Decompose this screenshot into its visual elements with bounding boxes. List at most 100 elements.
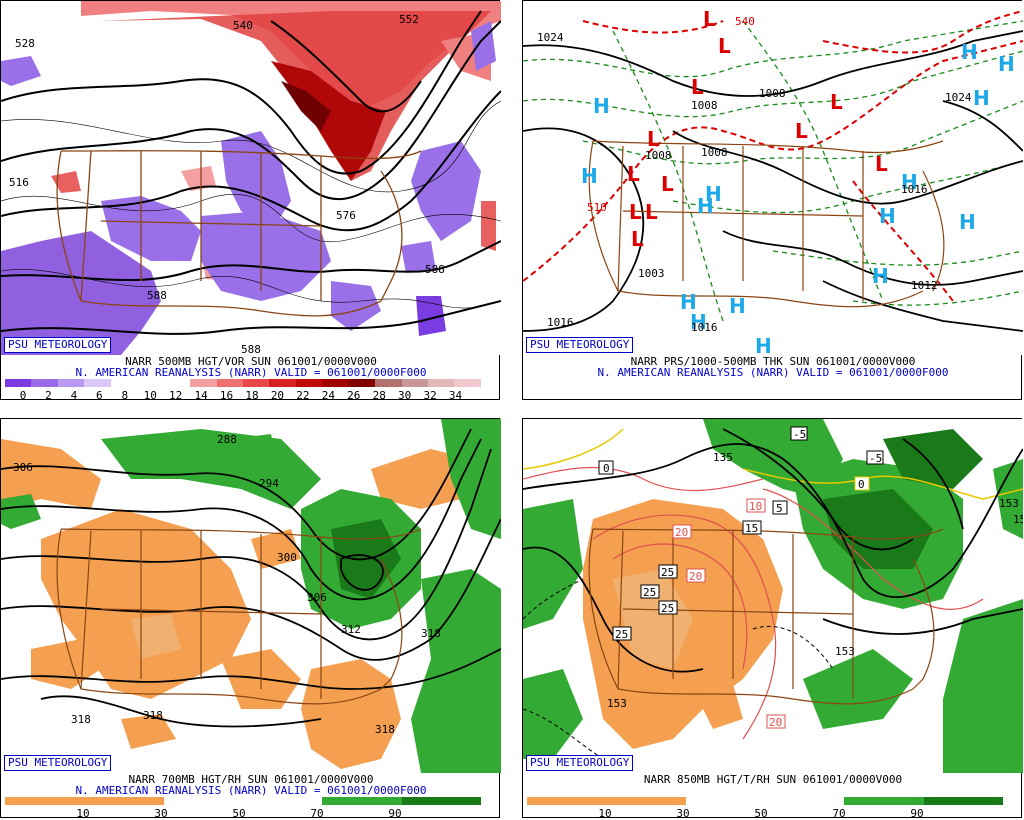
low-pressure-symbol: L (830, 90, 843, 114)
p2-contour-label: 1016 (547, 316, 574, 329)
p2-contour-label: 1016 (901, 183, 928, 196)
psu-meteorology-badge: PSU METEOROLOGY (4, 755, 112, 771)
psu-meteorology-badge: PSU METEOROLOGY (4, 337, 112, 353)
svg-text:20: 20 (675, 526, 688, 539)
low-pressure-symbol: L (691, 75, 704, 99)
p2-contour-label: 510 (587, 201, 607, 214)
svg-text:25: 25 (661, 602, 674, 615)
colorbar-tick-label: 90 (910, 807, 924, 820)
map-pressure: L L L L L L L L L L L L H H H H H H H H (523, 1, 1023, 355)
colorbar-tick-label: 20 (270, 389, 285, 402)
p2-contour-label: 1008 (645, 149, 672, 162)
high-pressure-symbol: H (581, 164, 598, 188)
p3-contour-label: 312 (341, 623, 361, 636)
p1-contour-label: 552 (399, 13, 419, 26)
svg-text:0: 0 (858, 478, 865, 491)
rh-colorbar-ticks: 10 30 50 70 90 (5, 807, 481, 820)
svg-text:-5: -5 (793, 428, 806, 441)
p3-contour-label: 306 (307, 591, 327, 604)
p2-contour-label: 1008 (701, 146, 728, 159)
rh-colorbar-ticks: 10 30 50 70 90 (527, 807, 1003, 820)
low-pressure-symbol: L (627, 162, 640, 186)
svg-text:20: 20 (769, 716, 782, 729)
panel-valid-line: N. AMERICAN REANALYSIS (NARR) VALID = 06… (75, 784, 427, 797)
low-pressure-symbol: L (875, 152, 888, 176)
high-pressure-symbol: H (705, 182, 722, 206)
map-700mb-svg: 306 288 294 300 306 312 318 318 318 318 (1, 419, 501, 773)
colorbar-swatch (5, 379, 32, 387)
colorbar-swatch (242, 379, 270, 387)
p4-temp-label: -5 (866, 450, 884, 465)
low-pressure-symbol: L (795, 119, 808, 143)
p2-contour-label: 1008 (759, 87, 786, 100)
high-pressure-symbol: H (755, 334, 772, 355)
colorbar-tick-label: 50 (232, 807, 246, 820)
p4-height-label: 135 (713, 451, 733, 464)
high-pressure-symbol: H (973, 86, 990, 110)
colorbar-swatch (295, 379, 323, 387)
panel-valid-line: N. AMERICAN REANALYSIS (NARR) VALID = 06… (597, 366, 949, 379)
colorbar-tick-label: 22 (296, 389, 310, 402)
colorbar-tick-label: 26 (347, 389, 361, 402)
p2-contour-label: 540 (735, 15, 755, 28)
colorbar-tick-label: 0 (19, 389, 27, 402)
panel-title: NARR 500MB HGT/VOR SUN 061001/0000V000 (125, 355, 377, 368)
colorbar-tick-label: 6 (96, 389, 103, 402)
colorbar-tick-label: 4 (70, 389, 78, 402)
colorbar-swatch (428, 379, 455, 387)
p4-temp-label: 25 (640, 584, 660, 599)
map-850mb: 135 153 153 153 150 0 10 15 20 20 25 25 … (523, 419, 1023, 773)
svg-text:0: 0 (603, 462, 610, 475)
p2-contour-label: 1003 (638, 267, 665, 280)
colorbar-tick-label: 70 (832, 807, 846, 820)
rh-colorbar (527, 797, 1003, 805)
panel-title: NARR 700MB HGT/RH SUN 061001/0000V000 (128, 773, 374, 786)
p4-height-label: 153 (999, 497, 1019, 510)
p4-temp-label: 0 (854, 476, 870, 491)
colorbar-tick-label: 12 (169, 389, 183, 402)
p1-contour-label: 588 (147, 289, 167, 302)
vorticity-colorbar (5, 379, 481, 387)
svg-text:15: 15 (745, 522, 758, 535)
colorbar-swatch (163, 379, 191, 387)
p3-contour-label: 318 (143, 709, 163, 722)
p3-contour-label: 306 (13, 461, 33, 474)
p4-temp-label: 25 (658, 600, 678, 615)
low-pressure-symbol: L (703, 7, 716, 31)
p4-temp-label: 20 (766, 714, 786, 729)
p2-contour-label: 1024 (537, 31, 564, 44)
high-pressure-symbol: H (961, 40, 978, 64)
panel-500mb-hgt-vor: 540 552 576 516 588 588 588 528 PSU METE… (0, 0, 501, 402)
low-pressure-symbol: L (645, 200, 658, 224)
p4-temp-label: 25 (658, 564, 678, 579)
colorbar-swatch (190, 379, 217, 387)
p3-contour-label: 318 (375, 723, 395, 736)
p3-contour-label: 318 (71, 713, 91, 726)
p1-contour-label: 528 (15, 37, 35, 50)
map-500mb-svg: 540 552 576 516 588 588 588 528 (1, 1, 501, 355)
colorbar-swatch (375, 379, 402, 387)
colorbar-tick-label: 90 (388, 807, 402, 820)
p3-contour-label: 300 (277, 551, 297, 564)
high-pressure-symbol: H (872, 264, 889, 288)
colorbar-tick-label: 10 (76, 807, 90, 820)
colorbar-swatch (57, 379, 85, 387)
colorbar-tick-label: 32 (423, 389, 437, 402)
high-pressure-symbol: H (697, 194, 714, 218)
low-pressure-symbol: L (661, 172, 674, 196)
p2-contour-label: 1024 (945, 91, 972, 104)
colorbar-swatch (348, 379, 376, 387)
colorbar-swatch (269, 379, 296, 387)
high-pressure-symbol: H (593, 94, 610, 118)
colorbar-tick-label: 28 (372, 389, 386, 402)
p4-temp-label: 25 (612, 626, 632, 641)
panel-title: NARR PRS/1000-500MB THK SUN 061001/0000V… (630, 355, 916, 368)
colorbar-tick-label: 10 (143, 389, 157, 402)
p4-temp-label: 15 (742, 520, 762, 535)
high-pressure-symbol: H (690, 310, 707, 334)
svg-text:25: 25 (615, 628, 628, 641)
colorbar-tick-label: 2 (45, 389, 52, 402)
colorbar-tick-label: 34 (448, 389, 463, 402)
p4-height-label: 150 (1013, 513, 1023, 526)
svg-text:-5: -5 (869, 452, 882, 465)
